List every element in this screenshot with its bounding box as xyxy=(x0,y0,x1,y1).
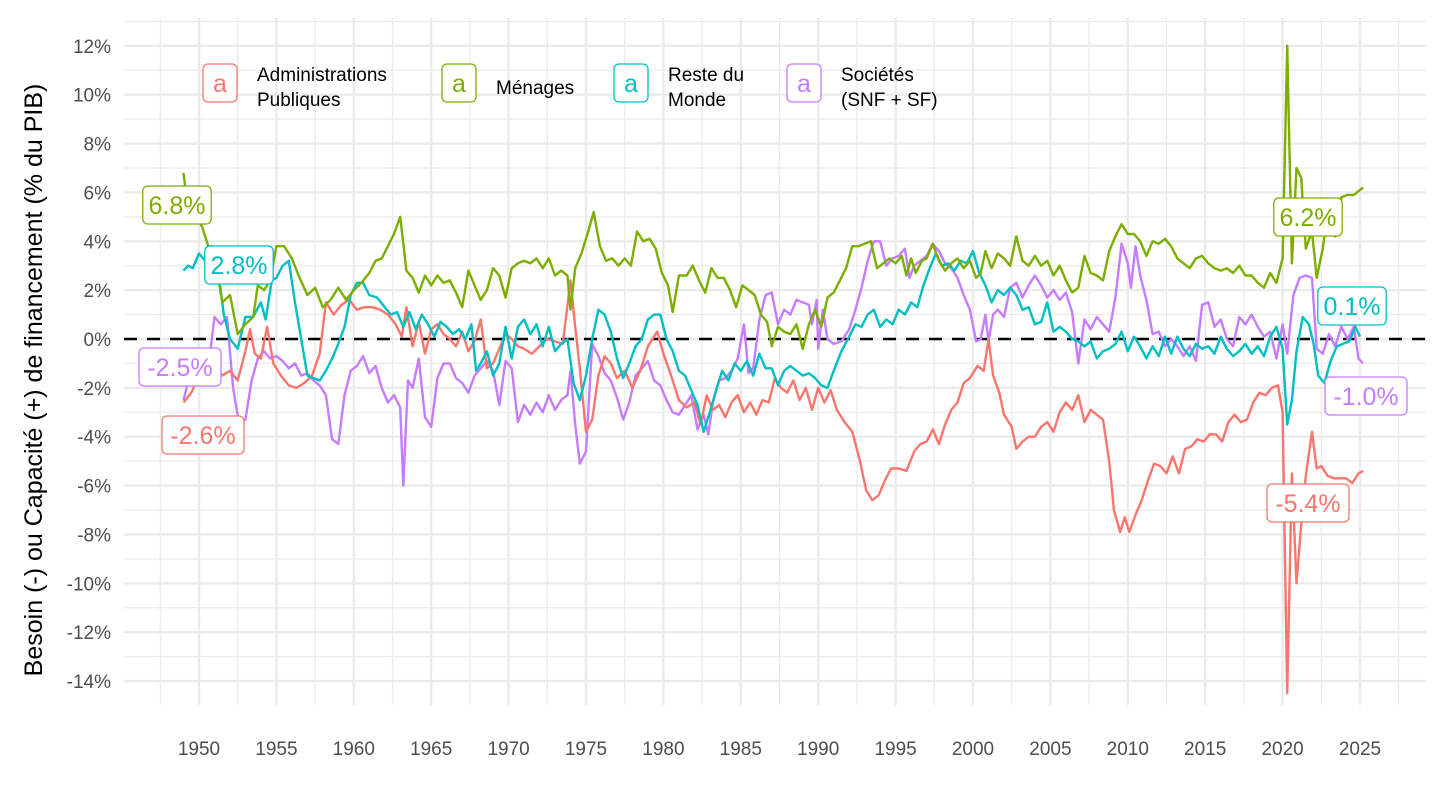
legend-key-glyph: a xyxy=(624,70,638,98)
value-label-text: -2.6% xyxy=(170,422,235,450)
legend-label: (SNF + SF) xyxy=(841,90,938,111)
y-tick-label: -10% xyxy=(67,574,111,595)
value-label-box xyxy=(142,185,212,225)
value-label-text: 2.8% xyxy=(211,252,268,280)
x-tick-label: 1975 xyxy=(565,739,607,760)
value-label-text: -1.0% xyxy=(1333,383,1398,411)
y-tick-label: -12% xyxy=(67,623,111,644)
x-tick-label: 2000 xyxy=(952,739,994,760)
value-label-last: 0.1% xyxy=(1317,286,1387,326)
value-label-box xyxy=(1324,376,1408,416)
y-tick-label: 12% xyxy=(73,37,111,58)
y-tick-label: 8% xyxy=(84,135,112,156)
value-label-last: -5.4% xyxy=(1266,483,1350,523)
legend-label: Administrations xyxy=(257,65,387,86)
value-label-box xyxy=(1273,197,1343,237)
y-tick-label: 10% xyxy=(73,86,111,107)
legend-label: Ménages xyxy=(496,78,574,99)
x-tick-label: 2015 xyxy=(1184,739,1226,760)
legend-key-glyph: a xyxy=(797,70,811,98)
value-labels: -2.6% -5.4% 6.8% 6.2% 2.8% 0.1% -2.5% -1.0% xyxy=(138,185,1408,523)
series-line-reste-du-monde xyxy=(182,245,1362,433)
x-tick-label: 2005 xyxy=(1029,739,1071,760)
value-label-first: 2.8% xyxy=(204,245,274,285)
value-label-box xyxy=(1317,286,1387,326)
x-axis-ticks: 1950 1955 1960 1965 1970 1975 1980 1985 1990 1995… xyxy=(178,739,1381,760)
x-tick-label: 2010 xyxy=(1107,739,1149,760)
legend-key xyxy=(613,63,649,103)
legend-item: a Administrations Publiques xyxy=(202,63,387,111)
minor-gridlines xyxy=(124,18,1426,705)
x-tick-label: 1980 xyxy=(642,739,684,760)
legend-label: Sociétés xyxy=(841,65,914,86)
y-tick-label: -14% xyxy=(67,672,111,693)
legend-item: a Sociétés (SNF + SF) xyxy=(786,63,938,111)
y-tick-label: 0% xyxy=(84,330,112,351)
x-tick-label: 1960 xyxy=(333,739,375,760)
series-line-soci-t-s-snf-sf xyxy=(182,240,1364,487)
y-axis-title: Besoin (-) ou Capacité (+) de financemen… xyxy=(20,84,48,677)
x-tick-label: 2025 xyxy=(1339,739,1381,760)
value-label-text: -2.5% xyxy=(147,354,212,382)
legend-key xyxy=(441,63,477,103)
y-tick-label: -8% xyxy=(77,525,111,546)
value-label-first: -2.5% xyxy=(138,347,222,387)
value-label-last: 6.2% xyxy=(1273,197,1343,237)
series-line-m-nages xyxy=(182,44,1364,350)
y-axis-ticks: 12% 10% 8% 6% 4% 2% 0% -2% -4% -6% -8% -10% -12% -14% xyxy=(67,37,111,693)
value-label-text: 0.1% xyxy=(1324,293,1381,321)
series-lines xyxy=(182,44,1364,695)
x-tick-label: 1955 xyxy=(255,739,297,760)
legend-item: a Reste du Monde xyxy=(613,63,744,111)
legend-item: a Ménages xyxy=(441,63,574,103)
x-tick-label: 2020 xyxy=(1261,739,1303,760)
legend-key-glyph: a xyxy=(213,70,227,98)
y-tick-label: -4% xyxy=(77,428,111,449)
y-tick-label: 6% xyxy=(84,183,112,204)
major-gridlines xyxy=(124,18,1426,705)
x-tick-label: 1985 xyxy=(720,739,762,760)
y-tick-label: 4% xyxy=(84,232,112,253)
value-label-box xyxy=(1266,483,1350,523)
value-label-last: -1.0% xyxy=(1324,376,1408,416)
legend-key xyxy=(786,63,822,103)
x-tick-label: 1990 xyxy=(797,739,839,760)
y-tick-label: -6% xyxy=(77,477,111,498)
legend-label: Reste du xyxy=(668,65,744,86)
value-label-box xyxy=(138,347,222,387)
x-tick-label: 1970 xyxy=(487,739,529,760)
legend: a Administrations Publiques a Ménages a Reste … xyxy=(202,63,938,111)
series-line-administrations-publiques xyxy=(182,279,1364,695)
value-label-box xyxy=(204,245,274,285)
legend-label: Monde xyxy=(668,90,726,111)
legend-key xyxy=(202,63,238,103)
x-tick-label: 1965 xyxy=(410,739,452,760)
value-label-text: 6.8% xyxy=(149,192,206,220)
value-label-text: -5.4% xyxy=(1275,490,1340,518)
value-label-first: -2.6% xyxy=(161,415,245,455)
value-label-first: 6.8% xyxy=(142,185,212,225)
x-tick-label: 1950 xyxy=(178,739,220,760)
legend-label: Publiques xyxy=(257,90,340,111)
value-label-text: 6.2% xyxy=(1280,204,1337,232)
x-tick-label: 1995 xyxy=(874,739,916,760)
value-label-box xyxy=(161,415,245,455)
legend-key-glyph: a xyxy=(452,70,466,98)
y-tick-label: -2% xyxy=(77,379,111,400)
y-tick-label: 2% xyxy=(84,281,112,302)
